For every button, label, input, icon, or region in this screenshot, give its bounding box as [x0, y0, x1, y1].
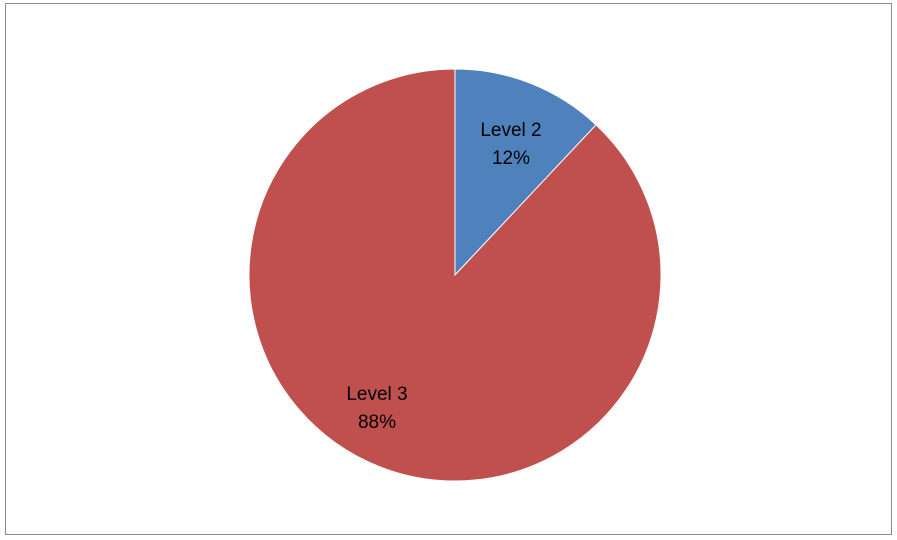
- slice-label-category: Level 3: [346, 384, 407, 405]
- pie-slices: [248, 68, 662, 482]
- pie-labels: Level 2 12% Level 3 88%: [346, 120, 541, 433]
- pie-slice-level-2: [454, 68, 597, 277]
- slice-label-percent: 12%: [492, 148, 530, 169]
- slice-label-percent: 88%: [358, 412, 396, 433]
- pie-slice-level-3: [248, 68, 662, 482]
- slice-label-category: Level 2: [480, 120, 541, 141]
